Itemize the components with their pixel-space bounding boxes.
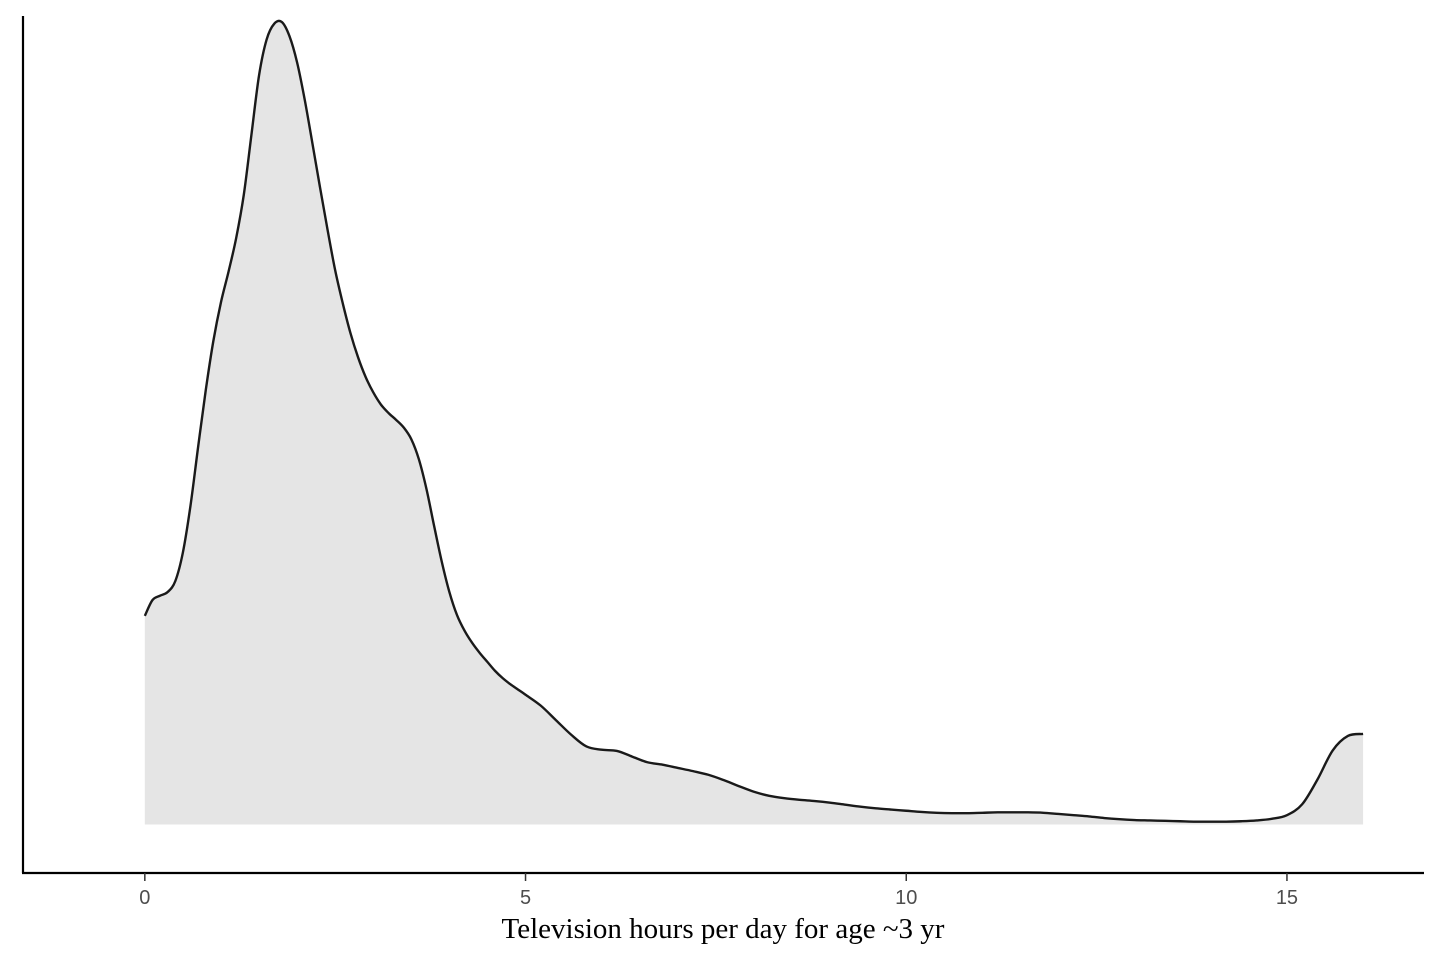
plot-area: [143, 19, 1364, 825]
x-tick-label: 0: [139, 887, 150, 909]
x-tick-label: 10: [895, 887, 917, 909]
density-line: [143, 19, 1364, 823]
x-tick-label: 15: [1276, 887, 1298, 909]
x-axis-ticks: 0 5 10 15: [139, 873, 1298, 909]
density-area: [144, 20, 1364, 825]
x-axis-title: Television hours per day for age ~3 yr: [502, 913, 945, 945]
x-tick-label: 5: [520, 887, 531, 909]
